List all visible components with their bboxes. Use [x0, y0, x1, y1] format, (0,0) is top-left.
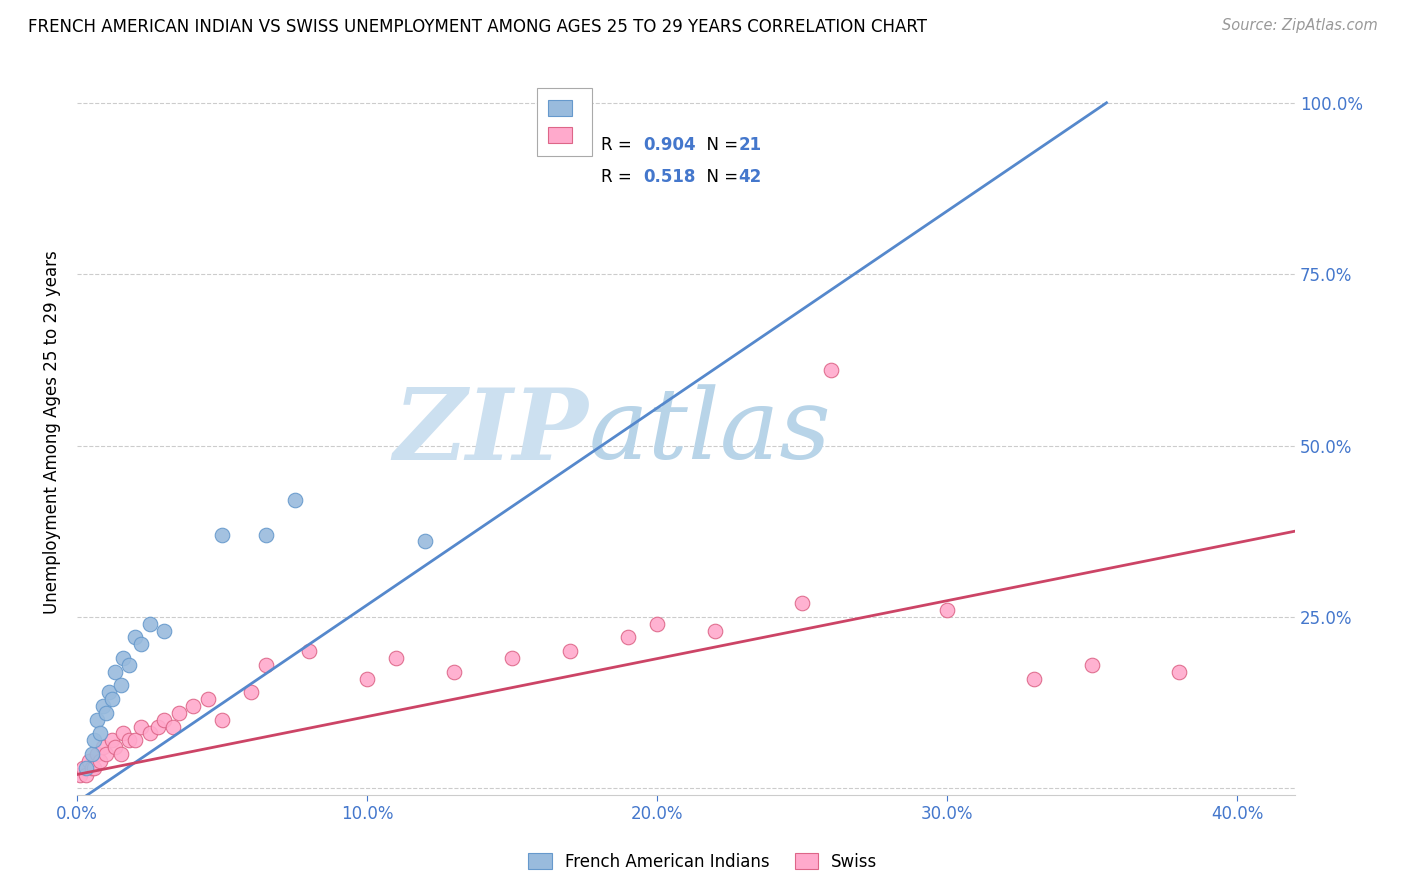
- Point: [211, 527, 233, 541]
- Point: [704, 624, 727, 638]
- Point: [385, 651, 408, 665]
- Point: [104, 740, 127, 755]
- Point: [617, 631, 640, 645]
- Point: [138, 616, 160, 631]
- Point: [83, 761, 105, 775]
- Point: [101, 733, 124, 747]
- Point: [72, 761, 94, 775]
- Point: [91, 740, 114, 755]
- Point: [197, 692, 219, 706]
- Legend: , : ,: [537, 87, 592, 156]
- Text: R =: R =: [600, 136, 637, 153]
- Point: [89, 754, 111, 768]
- Text: 0.518: 0.518: [643, 168, 695, 186]
- Point: [181, 698, 204, 713]
- Point: [83, 733, 105, 747]
- Point: [240, 685, 263, 699]
- Text: 21: 21: [738, 136, 762, 153]
- Point: [645, 616, 668, 631]
- Text: N =: N =: [696, 136, 744, 153]
- Point: [112, 726, 135, 740]
- Point: [443, 665, 465, 679]
- Text: ZIP: ZIP: [394, 384, 589, 480]
- Point: [112, 651, 135, 665]
- Point: [118, 733, 141, 747]
- Point: [284, 493, 307, 508]
- Point: [118, 657, 141, 672]
- Point: [153, 624, 176, 638]
- Point: [124, 733, 146, 747]
- Point: [110, 678, 132, 692]
- Point: [356, 672, 378, 686]
- Point: [75, 761, 97, 775]
- Point: [1081, 657, 1104, 672]
- Point: [77, 754, 100, 768]
- Text: Source: ZipAtlas.com: Source: ZipAtlas.com: [1222, 18, 1378, 33]
- Text: 42: 42: [738, 168, 762, 186]
- Point: [101, 692, 124, 706]
- Point: [86, 713, 108, 727]
- Legend: French American Indians, Swiss: French American Indians, Swiss: [520, 845, 886, 880]
- Point: [790, 596, 813, 610]
- Point: [148, 719, 170, 733]
- Text: 0.904: 0.904: [643, 136, 696, 153]
- Point: [138, 726, 160, 740]
- Point: [94, 747, 117, 761]
- Text: R =: R =: [600, 168, 637, 186]
- Point: [124, 631, 146, 645]
- Point: [558, 644, 581, 658]
- Point: [91, 698, 114, 713]
- Point: [501, 651, 523, 665]
- Point: [1168, 665, 1191, 679]
- Y-axis label: Unemployment Among Ages 25 to 29 years: Unemployment Among Ages 25 to 29 years: [44, 250, 60, 614]
- Point: [69, 767, 91, 781]
- Point: [89, 726, 111, 740]
- Point: [298, 644, 321, 658]
- Point: [413, 534, 436, 549]
- Point: [80, 761, 103, 775]
- Text: FRENCH AMERICAN INDIAN VS SWISS UNEMPLOYMENT AMONG AGES 25 TO 29 YEARS CORRELATI: FRENCH AMERICAN INDIAN VS SWISS UNEMPLOY…: [28, 18, 927, 36]
- Point: [75, 767, 97, 781]
- Point: [129, 637, 152, 651]
- Point: [153, 713, 176, 727]
- Point: [167, 706, 190, 720]
- Point: [110, 747, 132, 761]
- Point: [162, 719, 184, 733]
- Point: [86, 747, 108, 761]
- Point: [80, 747, 103, 761]
- Point: [254, 657, 277, 672]
- Point: [820, 363, 842, 377]
- Point: [98, 685, 121, 699]
- Point: [1022, 672, 1045, 686]
- Point: [104, 665, 127, 679]
- Point: [129, 719, 152, 733]
- Point: [936, 603, 959, 617]
- Point: [94, 706, 117, 720]
- Text: atlas: atlas: [589, 384, 831, 479]
- Text: N =: N =: [696, 168, 744, 186]
- Point: [211, 713, 233, 727]
- Point: [254, 527, 277, 541]
